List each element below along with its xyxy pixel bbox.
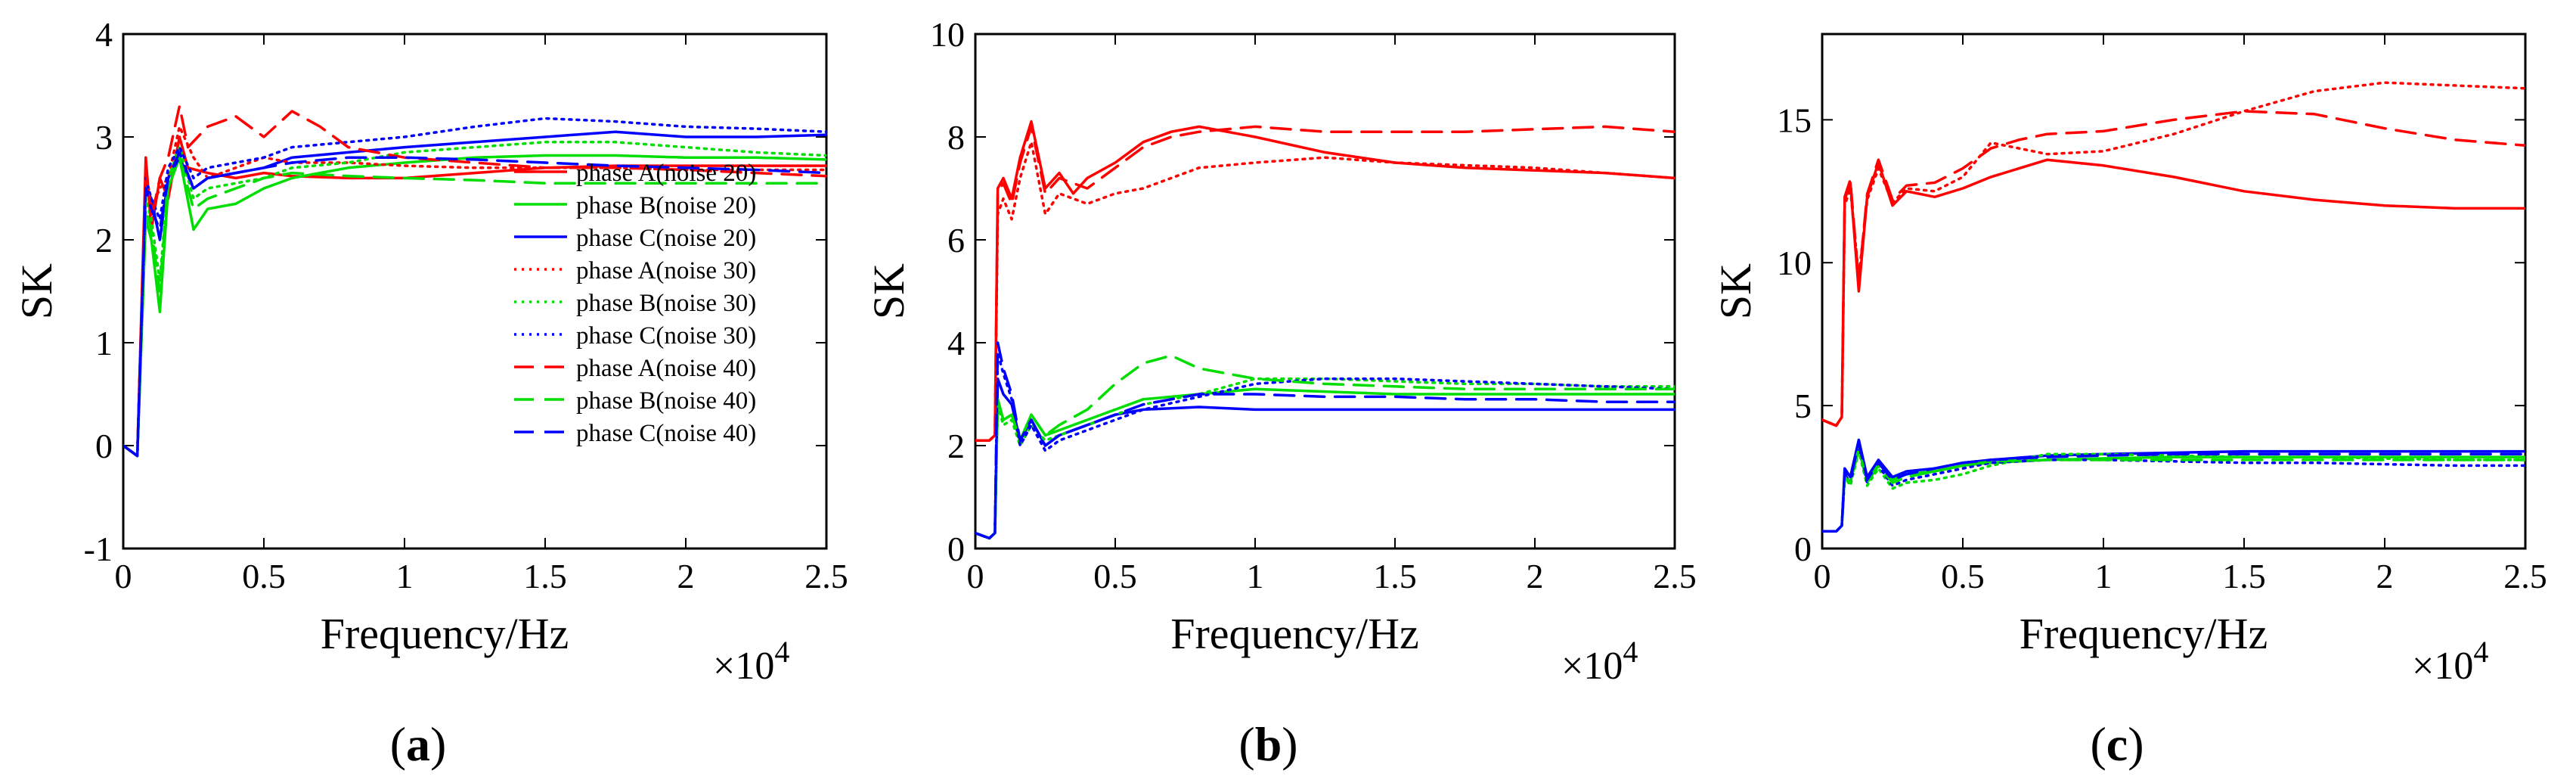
y-tick-label: 15 bbox=[1777, 101, 1812, 139]
x-tick-label: 1.5 bbox=[1373, 557, 1417, 595]
x-axis-label: Frequency/Hz bbox=[321, 609, 569, 658]
series-line-phase-a-noise-30 bbox=[1822, 81, 2525, 427]
chart-panel-c: 0 0.5 1 1.5 2 2.5 0 5 10 15 Frequency/Hz SK ×104 (c) bbox=[1711, 33, 2547, 771]
legend-entry-label: phase B(noise 40) bbox=[576, 387, 756, 415]
series-line-phase-c-noise-40 bbox=[123, 151, 826, 458]
x-tick-label: 1.5 bbox=[2222, 557, 2266, 595]
series-line-phase-b-noise-40 bbox=[1822, 447, 2525, 533]
x-tick-label: 0.5 bbox=[1093, 557, 1137, 595]
y-tick-label: 1 bbox=[95, 324, 113, 362]
y-axis-label: SK bbox=[1711, 263, 1760, 319]
y-tick-label: 5 bbox=[1794, 387, 1812, 425]
x-tick-label: 1 bbox=[1247, 557, 1264, 595]
x-axis-multiplier: ×104 bbox=[2412, 635, 2488, 688]
x-axis-label: Frequency/Hz bbox=[2020, 609, 2268, 658]
x-tick-label: 0.5 bbox=[242, 557, 286, 595]
y-tick-label: 3 bbox=[95, 118, 113, 157]
x-tick-label: 2 bbox=[677, 557, 695, 595]
series-line-phase-a-noise-40 bbox=[123, 104, 826, 458]
legend-entry-label: phase C(noise 40) bbox=[576, 420, 756, 447]
y-tick-label: 4 bbox=[947, 324, 965, 362]
series-group bbox=[975, 120, 1675, 540]
x-axis-label: Frequency/Hz bbox=[1170, 609, 1419, 658]
y-tick-label: 6 bbox=[947, 221, 965, 259]
legend: phase A(noise 20) phase B(noise 20) phase … bbox=[514, 160, 756, 447]
x-tick-label: 0 bbox=[1814, 557, 1831, 595]
panel-caption: (a) bbox=[390, 717, 447, 771]
x-tick-label: 2.5 bbox=[1653, 557, 1697, 595]
y-tick-label: 10 bbox=[1777, 244, 1812, 282]
panel-caption: (c) bbox=[2090, 717, 2144, 771]
x-tick-label: 0.5 bbox=[1941, 557, 1985, 595]
x-tick-label: 2.5 bbox=[804, 557, 848, 595]
chart-panel-b: 0 0.5 1 1.5 2 2.5 0 2 4 6 8 10 Frequency/Hz SK ×104 (b) bbox=[864, 15, 1697, 771]
plot-area-frame bbox=[974, 33, 1676, 550]
x-tick-label: 1 bbox=[396, 557, 414, 595]
x-tick-label: 2.5 bbox=[2503, 557, 2547, 595]
legend-entry-label: phase A(noise 20) bbox=[576, 160, 756, 187]
y-tick-label: 2 bbox=[95, 221, 113, 259]
y-tick-label: 10 bbox=[930, 15, 965, 54]
y-tick-label: 0 bbox=[95, 427, 113, 465]
series-line-phase-c-noise-30 bbox=[1822, 447, 2525, 533]
series-group bbox=[123, 104, 826, 458]
y-axis-label: SK bbox=[864, 263, 913, 319]
y-tick-label: 2 bbox=[947, 427, 965, 465]
series-line-phase-a-noise-40 bbox=[975, 125, 1675, 442]
series-line-phase-c-noise-40 bbox=[1822, 441, 2525, 533]
legend-entry-label: phase B(noise 30) bbox=[576, 290, 756, 317]
y-tick-label: -1 bbox=[84, 530, 113, 568]
series-line-phase-b-noise-30 bbox=[1822, 449, 2525, 533]
series-line-phase-b-noise-30 bbox=[123, 141, 826, 458]
legend-entry-label: phase A(noise 40) bbox=[576, 355, 756, 382]
x-tick-label: 2 bbox=[1527, 557, 1544, 595]
x-tick-label: 0 bbox=[967, 557, 984, 595]
plot-area-frame bbox=[1821, 33, 2527, 550]
y-axis-label: SK bbox=[12, 263, 61, 319]
chart-panel-a: 0 0.5 1 1.5 2 2.5-101234Frequency/HzSK×104(a)… bbox=[12, 15, 848, 771]
series-group bbox=[1822, 81, 2525, 533]
series-line-phase-b-noise-40 bbox=[123, 156, 826, 458]
series-line-phase-b-noise-20 bbox=[975, 387, 1675, 540]
x-tick-label: 1 bbox=[2095, 557, 2113, 595]
plot-area-frame bbox=[122, 33, 828, 550]
y-tick-label: 0 bbox=[947, 530, 965, 568]
legend-entry-label: phase C(noise 30) bbox=[576, 322, 756, 350]
series-line-phase-c-noise-30 bbox=[123, 117, 826, 458]
series-line-phase-c-noise-40 bbox=[975, 341, 1675, 540]
x-axis-multiplier: ×104 bbox=[713, 635, 789, 688]
series-line-phase-a-noise-20 bbox=[1822, 158, 2525, 427]
x-tick-label: 0 bbox=[115, 557, 132, 595]
x-axis-multiplier: ×104 bbox=[1561, 635, 1638, 688]
panel-caption: (b) bbox=[1238, 717, 1297, 771]
y-tick-label: 4 bbox=[95, 15, 113, 54]
series-line-phase-b-noise-40 bbox=[975, 354, 1675, 540]
y-tick-label: 8 bbox=[947, 118, 965, 157]
series-line-phase-b-noise-20 bbox=[123, 154, 826, 458]
series-line-phase-a-noise-30 bbox=[975, 141, 1675, 442]
x-tick-label: 1.5 bbox=[523, 557, 567, 595]
series-line-phase-b-noise-30 bbox=[975, 377, 1675, 540]
x-tick-label: 2 bbox=[2376, 557, 2394, 595]
series-line-phase-c-noise-20 bbox=[975, 377, 1675, 540]
legend-entry-label: phase B(noise 20) bbox=[576, 192, 756, 219]
series-line-phase-c-noise-30 bbox=[975, 351, 1675, 540]
legend-entry-label: phase A(noise 30) bbox=[576, 257, 756, 284]
series-line-phase-a-noise-40 bbox=[1822, 110, 2525, 427]
y-tick-label: 0 bbox=[1794, 530, 1812, 568]
legend-entry-label: phase C(noise 20) bbox=[576, 225, 756, 252]
